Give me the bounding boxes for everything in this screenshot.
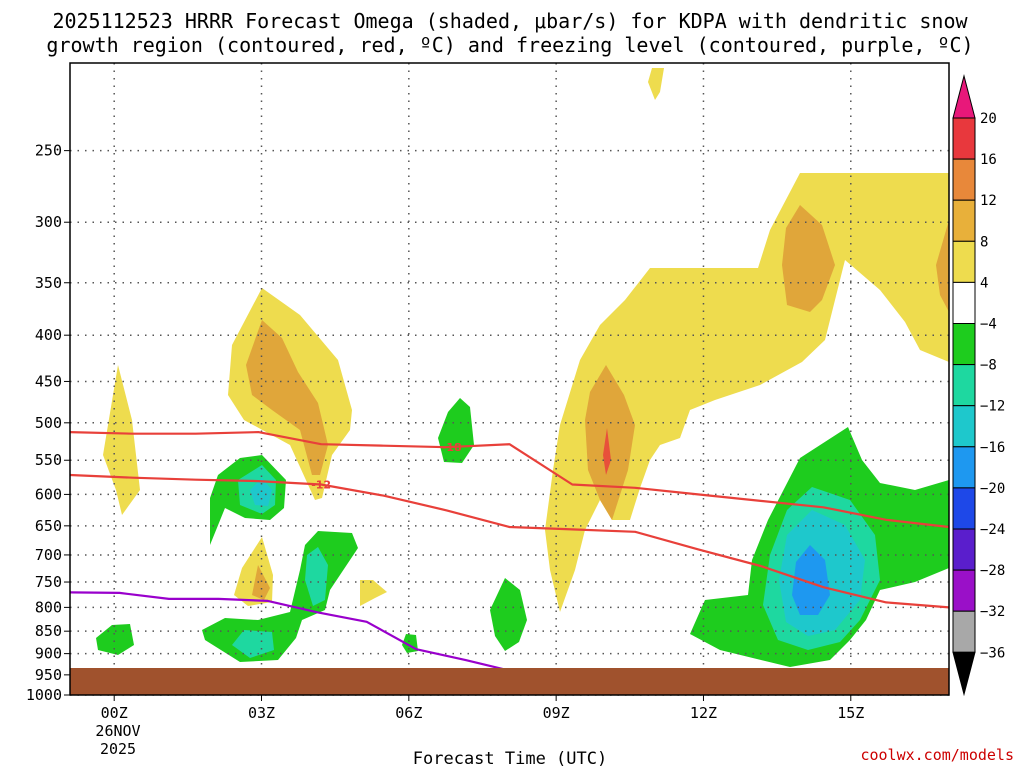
- colorbar-swatch: [952, 117, 976, 160]
- x-date-line1: 26NOV: [95, 722, 140, 740]
- y-tick-label: 550: [35, 451, 62, 469]
- colorbar-swatch: [952, 158, 976, 201]
- colorbar-swatch: [952, 323, 976, 366]
- y-tick-label: 650: [35, 517, 62, 535]
- colorbar-level-label: −32: [980, 604, 1005, 620]
- ground-layer: [70, 668, 949, 695]
- grid-lines: [70, 63, 949, 696]
- y-tick-label: 300: [35, 213, 62, 231]
- dgz-contour-line: [69, 473, 950, 609]
- omega-region-yellow-f: [545, 173, 949, 612]
- omega-region-blue-a: [792, 545, 830, 615]
- dgz-contour-label: -18: [442, 441, 462, 454]
- colorbar-level-label: −4: [980, 317, 997, 333]
- y-tick-label: 700: [35, 546, 62, 564]
- x-axis-title: Forecast Time (UTC): [413, 749, 607, 768]
- omega-region-teal-b: [305, 547, 328, 606]
- y-tick-label: 250: [35, 142, 62, 160]
- credit-text: coolwx.com/models: [860, 746, 1014, 764]
- colorbar-swatch: [952, 528, 976, 571]
- colorbar-swatch: [952, 610, 976, 653]
- colorbar-swatch: [952, 569, 976, 612]
- colorbar-level-label: −28: [980, 563, 1005, 579]
- omega-region-orange-c: [585, 365, 635, 520]
- colorbar-level-label: 12: [980, 193, 997, 209]
- colorbar-swatch: [952, 405, 976, 448]
- chart-title-line1: 2025112523 HRRR Forecast Omega (shaded, …: [52, 9, 968, 33]
- x-tick-label: 15Z: [837, 704, 864, 722]
- colorbar-swatch: [952, 281, 976, 324]
- colorbar-swatch: [952, 364, 976, 407]
- x-date-line2: 2025: [100, 740, 136, 758]
- colorbar-level-label: 4: [980, 275, 988, 291]
- colorbar-swatch: [952, 240, 976, 283]
- colorbar: 20 16 12 8 4 −4 −8 −12 −16 −20 −24 −28 −32 −36: [952, 74, 1005, 697]
- omega-region-orange-d: [782, 205, 835, 312]
- x-tick-label: 12Z: [690, 704, 717, 722]
- colorbar-level-label: −8: [980, 358, 997, 374]
- colorbar-level-label: 20: [980, 111, 997, 127]
- y-tick-label: 350: [35, 274, 62, 292]
- y-tick-label: 750: [35, 573, 62, 591]
- dgz-contour-label: -12: [311, 478, 331, 491]
- colorbar-level-label: −16: [980, 440, 1005, 456]
- x-tick-label: 03Z: [248, 704, 275, 722]
- colorbar-swatch: [952, 199, 976, 242]
- colorbar-bottom-cap: [952, 651, 976, 697]
- colorbar-swatch: [952, 487, 976, 530]
- colorbar-level-label: −20: [980, 481, 1005, 497]
- y-tick-label: 800: [35, 598, 62, 616]
- omega-region-orange-b: [252, 565, 270, 600]
- y-tick-label: 500: [35, 414, 62, 432]
- chart-title-line2: growth region (contoured, red, ºC) and f…: [46, 33, 973, 57]
- y-tick-label: 450: [35, 372, 62, 390]
- y-tick-label: 850: [35, 622, 62, 640]
- colorbar-swatch: [952, 446, 976, 489]
- colorbar-level-label: −36: [980, 645, 1005, 661]
- dgz-contours: -18 -12: [69, 431, 950, 609]
- plot-area: -18 -12: [69, 62, 950, 696]
- y-tick-label: 900: [35, 645, 62, 663]
- omega-region-teal-c: [232, 630, 274, 658]
- omega-region-orange-a: [246, 320, 328, 475]
- y-tick-label: 400: [35, 326, 62, 344]
- omega-region-yellow-d: [360, 580, 387, 606]
- omega-region-red-a: [603, 428, 611, 475]
- y-tick-label: 600: [35, 485, 62, 503]
- omega-region-orange-e: [936, 220, 949, 312]
- omega-region-yellow-e: [648, 68, 664, 100]
- omega-region-green-f: [490, 578, 527, 651]
- plot-frame: [69, 62, 950, 696]
- colorbar-level-label: −24: [980, 522, 1005, 538]
- colorbar-level-label: 16: [980, 152, 997, 168]
- omega-region-green-c: [96, 624, 134, 655]
- y-axis: 250 300 350 400 450 500 550 600 650 700 750 800 850 9…: [26, 142, 70, 704]
- y-tick-label: 1000: [26, 686, 62, 704]
- colorbar-top-cap: [952, 74, 976, 119]
- x-axis: 00Z 03Z 06Z 09Z 12Z 15Z: [101, 695, 864, 722]
- colorbar-level-label: −12: [980, 399, 1005, 415]
- x-tick-label: 09Z: [543, 704, 570, 722]
- colorbar-level-label: 8: [980, 234, 988, 250]
- x-tick-label: 00Z: [101, 704, 128, 722]
- y-tick-label: 950: [35, 666, 62, 684]
- dgz-contour-line: [69, 431, 950, 529]
- x-tick-label: 06Z: [395, 704, 422, 722]
